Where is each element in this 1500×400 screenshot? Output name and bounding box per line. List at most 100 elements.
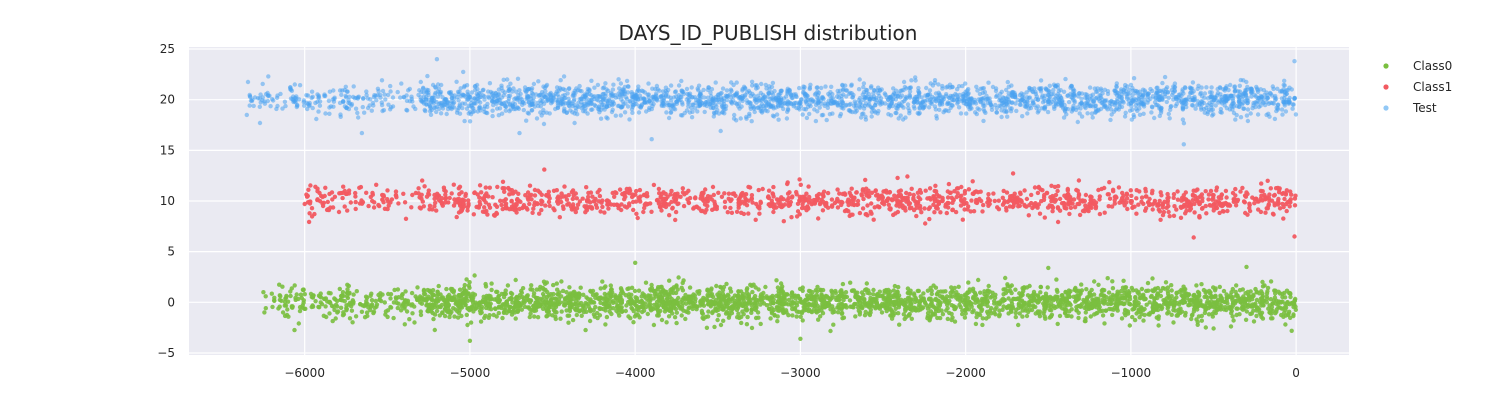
data-point-test: [572, 120, 577, 126]
data-point-test: [759, 81, 764, 87]
data-point-test: [988, 99, 993, 104]
data-point-test: [990, 84, 996, 90]
data-point-test: [521, 107, 526, 113]
data-point-class0: [531, 291, 537, 296]
data-point-test: [977, 91, 983, 97]
data-point-test: [616, 77, 621, 82]
data-point-test: [517, 130, 522, 136]
data-point-class0: [1189, 297, 1194, 302]
data-point-class0: [1169, 283, 1174, 288]
data-point-test: [1196, 83, 1201, 89]
data-point-test: [823, 84, 828, 89]
data-point-test: [331, 88, 336, 93]
data-point-test: [596, 94, 601, 99]
data-point-class0: [1229, 310, 1234, 316]
data-point-test: [1053, 84, 1058, 89]
data-point-class0: [353, 314, 359, 319]
data-point-test: [1078, 106, 1083, 111]
data-point-class0: [263, 306, 268, 311]
data-point-test: [602, 107, 607, 112]
data-point-test: [1279, 107, 1285, 112]
data-point-class0: [679, 285, 684, 290]
data-point-test: [1047, 83, 1053, 89]
data-point-class0: [716, 313, 721, 318]
data-point-class0: [544, 280, 549, 285]
data-point-test: [692, 95, 698, 100]
data-point-test: [541, 121, 547, 127]
data-point-test: [1209, 90, 1214, 95]
data-point-test: [974, 84, 979, 90]
data-point-test: [713, 80, 718, 85]
data-point-class0: [1154, 315, 1160, 320]
data-point-class0: [1162, 286, 1167, 291]
data-point-test: [916, 111, 921, 117]
data-point-test: [416, 92, 421, 98]
data-point-test: [622, 110, 628, 115]
data-point-test: [618, 113, 623, 118]
data-point-test: [646, 92, 651, 97]
data-point-test: [428, 112, 434, 118]
data-point-test: [911, 96, 917, 102]
data-point-test: [1188, 90, 1193, 96]
data-point-class0: [385, 314, 390, 320]
data-point-test: [1204, 85, 1209, 90]
data-point-class0: [774, 278, 779, 283]
data-point-class0: [1211, 326, 1216, 331]
data-point-test: [686, 95, 691, 101]
data-point-class0: [875, 302, 880, 307]
data-point-class0: [277, 282, 282, 287]
data-point-test: [784, 116, 790, 121]
data-point-class0: [510, 300, 515, 305]
data-point-class0: [431, 316, 436, 322]
data-point-test: [704, 103, 709, 109]
data-point-class0: [1048, 296, 1054, 301]
data-point-class0: [574, 312, 579, 318]
data-point-class0: [1045, 285, 1050, 290]
data-point-class0: [929, 291, 934, 297]
data-point-class0: [643, 280, 649, 285]
data-point-class0: [1069, 314, 1074, 319]
data-point-test: [863, 117, 869, 122]
data-point-test: [802, 85, 807, 90]
data-point-test: [1257, 100, 1262, 105]
data-point-test: [975, 106, 980, 111]
data-point-test: [1261, 100, 1266, 106]
data-point-test: [1165, 90, 1171, 95]
data-point-class0: [1115, 308, 1120, 313]
data-point-test: [316, 95, 321, 101]
data-point-test: [1022, 99, 1027, 104]
data-point-test: [1237, 100, 1242, 106]
data-point-test: [610, 99, 616, 104]
data-point-test: [740, 86, 745, 92]
data-point-test: [388, 89, 393, 94]
data-point-test: [1123, 110, 1128, 116]
data-point-test: [804, 115, 810, 121]
data-point-test: [1211, 95, 1217, 101]
data-point-test: [1102, 104, 1108, 109]
data-point-test: [909, 78, 914, 83]
data-point-class0: [662, 291, 667, 296]
data-point-test: [248, 98, 254, 103]
data-point-test: [466, 111, 471, 116]
data-point-class0: [432, 327, 437, 333]
data-point-test: [1290, 102, 1296, 107]
data-point-test: [1004, 87, 1009, 93]
data-point-test: [305, 93, 311, 98]
data-point-test: [838, 111, 844, 117]
data-point-class0: [345, 282, 350, 287]
data-point-test: [364, 92, 369, 98]
data-point-class0: [532, 314, 537, 319]
data-point-test: [939, 99, 944, 104]
data-point-test: [908, 85, 913, 90]
data-point-test: [1190, 103, 1196, 108]
data-point-test: [526, 99, 532, 105]
data-point-class0: [818, 314, 823, 319]
data-point-test: [734, 101, 740, 107]
data-point-test: [830, 111, 835, 116]
data-point-class0: [1100, 313, 1106, 318]
data-point-test: [490, 99, 495, 104]
data-point-test: [517, 88, 522, 93]
data-point-test: [945, 100, 950, 105]
data-point-test: [819, 113, 825, 118]
data-point-test: [353, 106, 359, 111]
